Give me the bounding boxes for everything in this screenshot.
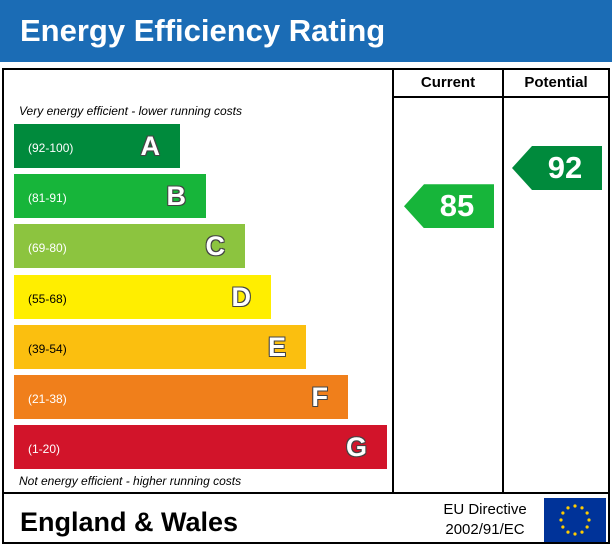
directive-line-2: 2002/91/EC <box>445 521 525 538</box>
rating-bar-range: (69-80) <box>28 241 67 256</box>
eu-star-icon <box>559 518 563 522</box>
rating-bar-letter: B <box>166 181 187 212</box>
divider-column-heads <box>392 96 608 98</box>
eu-star-icon <box>561 525 565 529</box>
eu-star-icon <box>580 530 584 534</box>
column-head-potential: Potential <box>524 74 588 91</box>
potential-rating-value: 92 <box>547 150 583 185</box>
eu-flag-icon <box>544 498 606 542</box>
column-head-current: Current <box>420 74 476 91</box>
directive-line-1: EU Directive <box>443 501 527 518</box>
rating-bar-letter: F <box>311 382 329 412</box>
rating-bar-range: (1-20) <box>28 442 61 457</box>
rating-frame: Current Potential Very energy efficient … <box>2 68 610 544</box>
rating-bar-d: (55-68) D <box>14 274 271 319</box>
eu-star-icon <box>573 504 577 508</box>
eu-star-icon <box>566 506 570 510</box>
rating-bar-range: (81-91) <box>28 191 67 206</box>
divider-footer <box>4 492 608 494</box>
region-label: England & Wales <box>20 507 239 537</box>
eu-star-icon <box>566 530 570 534</box>
current-rating-arrow: 85 <box>404 184 494 229</box>
eu-star-icon <box>585 525 589 529</box>
rating-bar-range: (92-100) <box>28 141 74 155</box>
eu-star-icon <box>587 518 591 522</box>
divider-potential <box>502 70 504 494</box>
rating-bar-g: (1-20) G <box>14 425 387 470</box>
rating-bar-e: (39-54) E <box>14 324 306 369</box>
potential-rating-arrow: 92 <box>512 146 602 190</box>
rating-bar-c: (69-80) C <box>14 224 245 269</box>
note-inefficient: Not energy efficient - higher running co… <box>19 474 242 488</box>
rating-bar-range: (55-68) <box>28 291 67 306</box>
rating-bar-letter: C <box>205 231 226 262</box>
note-efficient: Very energy efficient - lower running co… <box>19 104 242 118</box>
rating-bar-range: (39-54) <box>28 341 67 356</box>
eu-star-icon <box>573 532 577 536</box>
rating-bar-letter: A <box>140 131 161 161</box>
rating-bar-a: (92-100) A <box>14 124 180 168</box>
divider-current <box>392 70 394 494</box>
rating-bar-letter: D <box>231 281 252 312</box>
rating-bar-b: (81-91) B <box>14 174 206 219</box>
eu-star-icon <box>580 506 584 510</box>
rating-bar-f: (21-38) F <box>14 375 348 419</box>
rating-bar-range: (21-38) <box>28 392 67 406</box>
rating-bar-letter: G <box>345 432 367 463</box>
eu-star-icon <box>585 511 589 515</box>
eu-star-icon <box>561 511 565 515</box>
current-rating-value: 85 <box>439 188 475 224</box>
page-title: Energy Efficiency Rating <box>0 0 612 62</box>
rating-bar-letter: E <box>267 331 286 362</box>
